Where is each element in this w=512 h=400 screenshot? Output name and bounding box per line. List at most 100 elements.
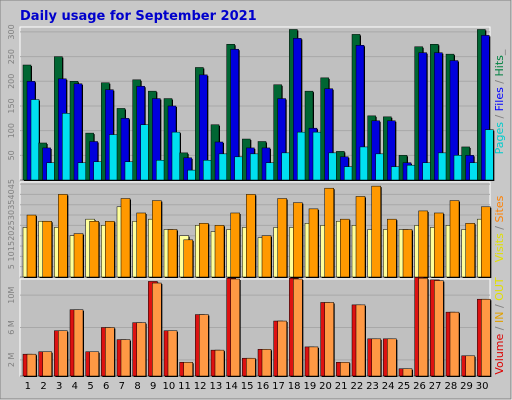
bar-out-day-24 — [387, 338, 397, 377]
bar-pages-day-12 — [203, 160, 212, 181]
legend-part: Hits — [493, 55, 506, 77]
bar-out-day-10 — [167, 330, 178, 377]
bar-out-day-25 — [402, 368, 413, 377]
bar-pages-day-28 — [453, 155, 463, 181]
x-tick-label-day-2: 2 — [40, 381, 46, 392]
legend-part: / — [493, 111, 506, 122]
bar-sites-day-21 — [340, 218, 350, 278]
y-tick-label: 20 — [7, 231, 16, 241]
x-tick-label-day-24: 24 — [382, 381, 395, 392]
y-tick-label: 30 — [7, 210, 16, 220]
bar-pages-day-29 — [469, 162, 478, 181]
x-tick-label-day-21: 21 — [335, 381, 348, 392]
bar-pages-day-5 — [93, 161, 102, 181]
legend-part: Files — [493, 87, 506, 111]
y-tick-label: 15 — [7, 241, 16, 251]
bar-pages-day-14 — [234, 156, 243, 181]
bar-pages-day-30 — [485, 129, 494, 181]
bar-pages-day-16 — [265, 162, 275, 181]
x-tick-label-day-3: 3 — [56, 381, 62, 392]
bar-pages-day-20 — [328, 152, 337, 181]
bar-out-day-11 — [183, 362, 193, 377]
bar-pages-day-18 — [297, 131, 306, 181]
x-tick-label-day-9: 9 — [150, 381, 156, 392]
bar-pages-day-22 — [359, 146, 369, 181]
x-tick-label-day-29: 29 — [460, 381, 473, 392]
bar-sites-day-23 — [371, 185, 381, 278]
bar-sites-day-7 — [120, 198, 131, 278]
bar-out-day-12 — [199, 314, 209, 377]
bar-sites-day-3 — [58, 194, 68, 278]
legend-part: / — [493, 323, 506, 334]
bar-pages-day-9 — [156, 160, 165, 181]
bar-files-day-26 — [418, 52, 427, 181]
legend-part: Volume — [493, 333, 506, 374]
y-tick-label: 2 M — [7, 352, 16, 367]
y-tick-label: 40 — [7, 189, 16, 199]
bar-out-day-6 — [105, 327, 115, 377]
bar-sites-day-15 — [246, 194, 256, 278]
x-tick-label-day-10: 10 — [162, 381, 175, 392]
bar-out-day-19 — [308, 346, 319, 377]
legend-part: _ — [493, 49, 506, 56]
x-tick-label-day-23: 23 — [366, 381, 379, 392]
bar-out-day-7 — [120, 339, 131, 377]
chart-title: Daily usage for September 2021 — [20, 9, 257, 24]
legend-part: Pages — [493, 122, 506, 155]
y-tick-label: 25 — [7, 220, 16, 230]
legend-part: / — [493, 222, 506, 233]
x-tick-label-day-16: 16 — [256, 381, 269, 392]
bar-sites-day-11 — [183, 239, 193, 278]
bar-pages-day-13 — [218, 153, 228, 181]
bar-sites-day-14 — [230, 212, 240, 278]
y-tick-label: 35 — [7, 200, 16, 210]
x-tick-label-day-15: 15 — [241, 381, 254, 392]
x-tick-label-day-11: 11 — [178, 381, 191, 392]
bar-sites-day-1 — [26, 214, 37, 278]
x-tick-label-day-20: 20 — [319, 381, 332, 392]
y-tick-label: 6 M — [7, 320, 16, 335]
bar-sites-day-6 — [105, 220, 115, 278]
bar-sites-day-29 — [465, 223, 475, 278]
bar-sites-day-30 — [481, 206, 491, 278]
bar-pages-day-19 — [312, 131, 322, 181]
x-tick-label-day-12: 12 — [194, 381, 207, 392]
bar-pages-day-25 — [406, 164, 416, 181]
bar-sites-day-19 — [308, 208, 319, 278]
panel-volume-legend-label: Volume / IN / OUT — [493, 277, 506, 375]
bar-sites-day-26 — [418, 210, 428, 278]
bar-sites-day-8 — [136, 212, 146, 278]
bar-sites-day-5 — [89, 220, 99, 278]
bar-out-day-22 — [355, 304, 366, 377]
bar-out-day-15 — [246, 357, 256, 377]
bar-out-day-23 — [371, 338, 381, 377]
bar-out-day-16 — [261, 349, 272, 377]
bar-pages-day-23 — [375, 153, 384, 181]
legend-part: Sites — [493, 195, 506, 222]
bar-sites-day-9 — [152, 200, 162, 278]
bar-out-day-14 — [230, 278, 240, 377]
y-tick-label: 50 — [7, 150, 16, 160]
bar-pages-day-1 — [30, 99, 40, 181]
bar-sites-day-27 — [434, 212, 444, 278]
bar-out-day-2 — [42, 351, 52, 377]
bar-out-day-28 — [449, 311, 460, 377]
chart-panels: 50 100 150 200 250 300 Pages / Files / Hits_ 5 1… — [7, 24, 506, 392]
y-tick-label: 250 — [7, 49, 16, 64]
bar-sites-day-13 — [214, 225, 225, 278]
bar-out-day-27 — [434, 280, 444, 377]
x-tick-label-day-19: 19 — [303, 381, 316, 392]
bar-out-day-18 — [293, 278, 303, 377]
bar-out-day-1 — [26, 353, 37, 377]
bar-sites-day-18 — [293, 202, 303, 278]
bar-out-day-17 — [277, 320, 287, 377]
legend-part: Visits — [493, 233, 506, 262]
bar-out-day-13 — [214, 349, 225, 377]
legend-part: OUT — [493, 277, 506, 301]
bar-out-day-29 — [465, 355, 475, 377]
bar-pages-day-26 — [422, 162, 431, 181]
x-tick-label-day-5: 5 — [87, 381, 93, 392]
x-tick-label-day-25: 25 — [397, 381, 410, 392]
